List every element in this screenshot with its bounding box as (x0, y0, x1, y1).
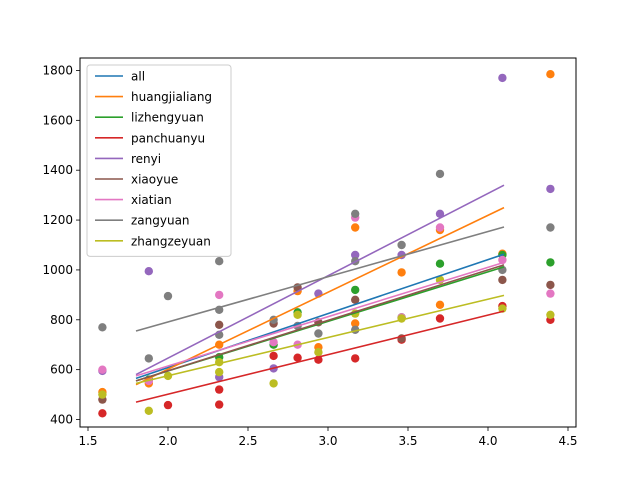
legend-label-xiatian: xiatian (131, 193, 172, 207)
point-huangjialiang-7 (397, 268, 406, 277)
point-zangyuan-9 (351, 209, 360, 218)
point-lizhengyuan-4 (351, 285, 360, 295)
point-huangjialiang-8 (435, 300, 445, 309)
point-zhangzeyuan-6 (293, 310, 302, 319)
point-huangjialiang-6 (351, 319, 360, 328)
point-renyi-8 (498, 73, 507, 83)
legend-label-xiaoyue: xiaoyue (131, 173, 178, 187)
point-xiatian-9 (546, 289, 555, 298)
point-zangyuan-1 (144, 354, 153, 363)
point-zhangzeyuan-12 (546, 310, 555, 319)
point-zangyuan-2 (163, 291, 173, 301)
point-zangyuan-8 (314, 329, 323, 338)
point-renyi-5 (351, 250, 360, 260)
point-zangyuan-15 (546, 223, 555, 232)
legend-label-panchuanyu: panchuanyu (131, 131, 205, 145)
point-huangjialiang-11 (546, 70, 555, 79)
legend-label-renyi: renyi (131, 152, 161, 166)
fit-line-panchuanyu (135, 310, 505, 403)
fit-line-xiaoyue (135, 264, 505, 382)
point-renyi-9 (546, 184, 555, 194)
legend-label-zhangzeyuan: zhangzeyuan (131, 234, 211, 248)
point-xiatian-0 (98, 365, 107, 374)
y-tick-label-5: 1400 (42, 163, 73, 177)
fit-line-zangyuan (135, 226, 505, 332)
point-renyi-7 (435, 209, 445, 218)
x-tick-label-4: 3.5 (398, 434, 417, 448)
point-lizhengyuan-6 (435, 259, 445, 268)
legend: all huangjialiang lizhengyuan panchuanyu ren… (86, 64, 232, 257)
point-xiatian-3 (269, 338, 278, 347)
point-panchuanyu-3 (215, 385, 224, 394)
x-tick-label-0: 1.5 (78, 434, 97, 448)
point-zangyuan-13 (435, 169, 445, 179)
y-tick-label-3: 1000 (42, 263, 73, 277)
point-panchuanyu-5 (293, 353, 302, 362)
point-zangyuan-3 (215, 257, 224, 266)
fit-line-renyi (135, 184, 505, 376)
fit-lines-layer (135, 184, 505, 403)
point-panchuanyu-0 (98, 409, 107, 418)
x-axis: 1.5 2.0 2.5 3.0 3.5 4.0 4.5 (78, 427, 578, 448)
x-tick-label-3: 3.0 (318, 434, 337, 448)
point-xiatian-8 (498, 255, 507, 265)
point-zhangzeyuan-1 (144, 406, 153, 415)
point-zhangzeyuan-3 (215, 367, 224, 377)
y-tick-label-0: 400 (50, 413, 73, 427)
fit-line-huangjialiang (135, 206, 505, 386)
x-tick-label-1: 2.0 (158, 434, 177, 448)
point-zangyuan-12 (397, 240, 406, 250)
point-xiaoyue-5 (351, 295, 360, 304)
y-axis: 400 600 800 1000 1200 1400 1600 1800 (42, 63, 80, 427)
legend-label-zangyuan: zangyuan (131, 214, 190, 228)
point-zhangzeyuan-11 (498, 304, 507, 313)
point-zhangzeyuan-5 (269, 379, 278, 388)
point-xiatian-2 (215, 290, 224, 300)
point-xiaoyue-7 (498, 275, 507, 285)
fit-line-zhangzeyuan (135, 294, 505, 385)
x-tick-label-6: 4.5 (558, 434, 577, 448)
point-renyi-1 (144, 267, 153, 276)
point-panchuanyu-2 (215, 400, 224, 409)
point-xiaoyue-1 (215, 320, 224, 329)
point-panchuanyu-9 (435, 314, 445, 323)
fit-line-xiatian (135, 261, 505, 377)
y-tick-label-7: 1800 (42, 63, 73, 77)
y-tick-label-1: 600 (50, 363, 73, 377)
legend-box (86, 64, 232, 257)
point-zangyuan-0 (98, 323, 107, 332)
point-panchuanyu-1 (163, 400, 173, 410)
x-tick-label-2: 2.5 (238, 434, 257, 448)
x-tick-label-5: 4.0 (478, 434, 497, 448)
legend-label-all: all (131, 70, 145, 84)
point-xiaoyue-8 (546, 280, 555, 290)
point-zhangzeyuan-0 (98, 390, 107, 399)
y-tick-label-4: 1200 (42, 213, 73, 227)
y-tick-label-6: 1600 (42, 113, 73, 127)
point-huangjialiang-5 (351, 223, 360, 232)
point-zhangzeyuan-7 (314, 348, 323, 357)
legend-label-lizhengyuan: lizhengyuan (131, 111, 204, 125)
point-lizhengyuan-8 (546, 258, 555, 267)
point-panchuanyu-4 (269, 351, 278, 361)
y-tick-label-2: 800 (50, 313, 73, 327)
point-xiatian-7 (435, 223, 445, 232)
legend-label-huangjialiang: huangjialiang (131, 90, 212, 104)
point-panchuanyu-7 (351, 354, 360, 363)
